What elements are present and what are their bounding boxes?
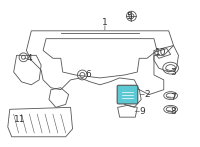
Text: 6: 6	[85, 70, 91, 80]
Text: 8: 8	[171, 107, 176, 116]
Text: 9: 9	[139, 107, 145, 116]
Text: 5: 5	[127, 12, 132, 21]
Text: 10: 10	[155, 48, 167, 57]
Text: 1: 1	[102, 19, 108, 27]
Text: 4: 4	[27, 54, 32, 63]
Text: 7: 7	[171, 93, 176, 102]
Text: 11: 11	[14, 115, 25, 124]
FancyBboxPatch shape	[117, 85, 138, 104]
Text: 2: 2	[144, 90, 150, 99]
Text: 3: 3	[171, 67, 176, 77]
